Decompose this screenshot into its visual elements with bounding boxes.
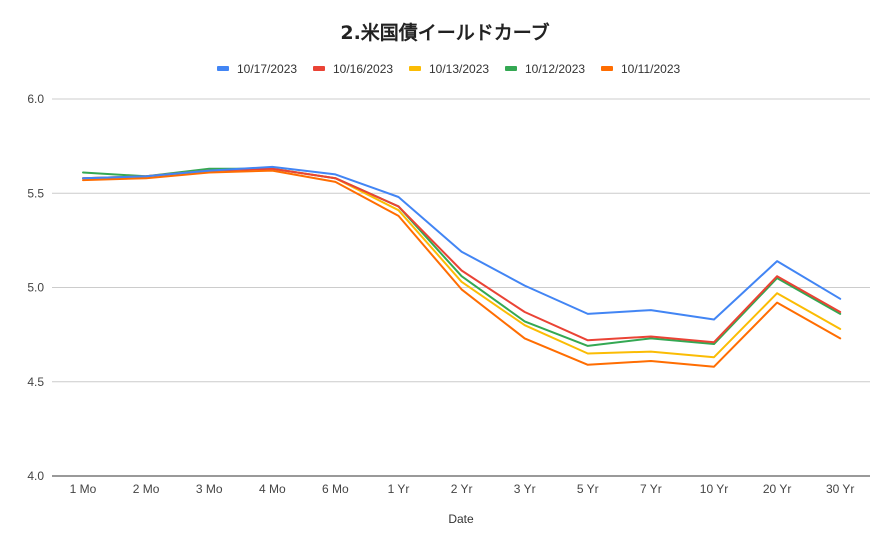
- x-axis-title: Date: [448, 512, 474, 526]
- legend-label: 10/13/2023: [429, 62, 489, 76]
- legend-item: 10/12/2023: [505, 62, 585, 76]
- x-tick-label: 3 Yr: [514, 482, 536, 496]
- legend-label: 10/12/2023: [525, 62, 585, 76]
- x-tick-label: 1 Mo: [70, 482, 97, 496]
- x-tick-label: 2 Mo: [133, 482, 160, 496]
- y-tick-label: 6.0: [27, 92, 44, 106]
- x-tick-label: 30 Yr: [826, 482, 854, 496]
- gridlines: [52, 98, 870, 477]
- legend-swatch: [601, 66, 613, 71]
- legend-swatch: [409, 66, 421, 71]
- x-tick-label: 3 Mo: [196, 482, 223, 496]
- x-tick-label: 1 Yr: [388, 482, 410, 496]
- legend-label: 10/17/2023: [237, 62, 297, 76]
- x-tick-label: 6 Mo: [322, 482, 349, 496]
- y-tick-label: 5.5: [27, 186, 44, 200]
- legend-item: 10/13/2023: [409, 62, 489, 76]
- legend-label: 10/16/2023: [333, 62, 393, 76]
- legend-swatch: [217, 66, 229, 71]
- legend: 10/17/2023 10/16/2023 10/13/2023 10/12/2023…: [217, 62, 680, 76]
- x-tick-label: 5 Yr: [577, 482, 599, 496]
- x-tick-label: 20 Yr: [763, 482, 791, 496]
- legend-label: 10/11/2023: [621, 62, 680, 76]
- x-tick-label: 2 Yr: [451, 482, 473, 496]
- y-tick-label: 5.0: [27, 281, 44, 295]
- legend-item: 10/16/2023: [313, 62, 393, 76]
- y-tick-label: 4.0: [27, 469, 44, 483]
- x-tick-label: 10 Yr: [700, 482, 728, 496]
- x-axis-ticks: 1 Mo 2 Mo 3 Mo 4 Mo 6 Mo 1 Yr 2 Yr 3 Yr 5 Yr 7 Yr…: [70, 482, 855, 496]
- legend-item: 10/11/2023: [601, 62, 680, 76]
- series-line-10-17-2023: [82, 165, 842, 321]
- x-tick-label: 4 Mo: [259, 482, 286, 496]
- legend-swatch: [505, 66, 517, 71]
- series-line-10-11-2023: [82, 169, 842, 368]
- legend-swatch: [313, 66, 325, 71]
- x-tick-label: 7 Yr: [640, 482, 662, 496]
- legend-item: 10/17/2023: [217, 62, 297, 76]
- y-axis-ticks: 4.0 4.5 5.0 5.5 6.0: [27, 92, 44, 483]
- y-tick-label: 4.5: [27, 375, 44, 389]
- series-lines: [82, 165, 842, 368]
- series-line-10-12-2023: [82, 167, 842, 347]
- chart-title: 2.米国債イールドカーブ: [340, 21, 549, 44]
